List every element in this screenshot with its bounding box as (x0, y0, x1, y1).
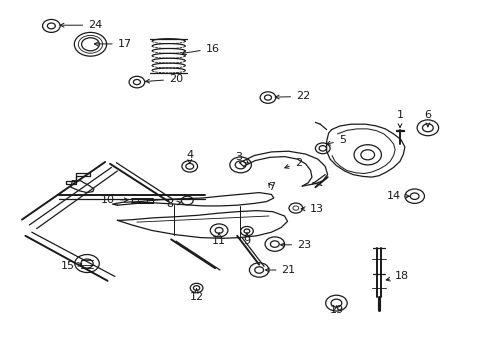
Text: 17: 17 (94, 39, 131, 49)
Text: 5: 5 (326, 135, 345, 145)
Text: 16: 16 (182, 44, 219, 55)
Text: 21: 21 (265, 265, 295, 275)
Text: 15: 15 (61, 261, 81, 271)
Text: 4: 4 (186, 150, 193, 163)
Text: 18: 18 (386, 271, 408, 282)
Text: 14: 14 (386, 191, 408, 201)
Text: 20: 20 (145, 74, 183, 84)
Text: 23: 23 (280, 240, 310, 250)
Text: 8: 8 (166, 199, 181, 210)
Text: 19: 19 (329, 305, 343, 315)
Text: 6: 6 (424, 110, 430, 127)
Text: 7: 7 (267, 182, 274, 192)
Text: 3: 3 (235, 152, 248, 163)
Text: 2: 2 (284, 158, 301, 168)
Text: 13: 13 (301, 204, 323, 214)
Text: 1: 1 (396, 110, 403, 127)
Text: 10: 10 (101, 195, 128, 205)
Text: 9: 9 (243, 233, 250, 246)
Text: 22: 22 (275, 91, 310, 102)
Text: 12: 12 (189, 289, 203, 302)
Text: 24: 24 (60, 20, 102, 30)
Text: 11: 11 (212, 233, 225, 246)
